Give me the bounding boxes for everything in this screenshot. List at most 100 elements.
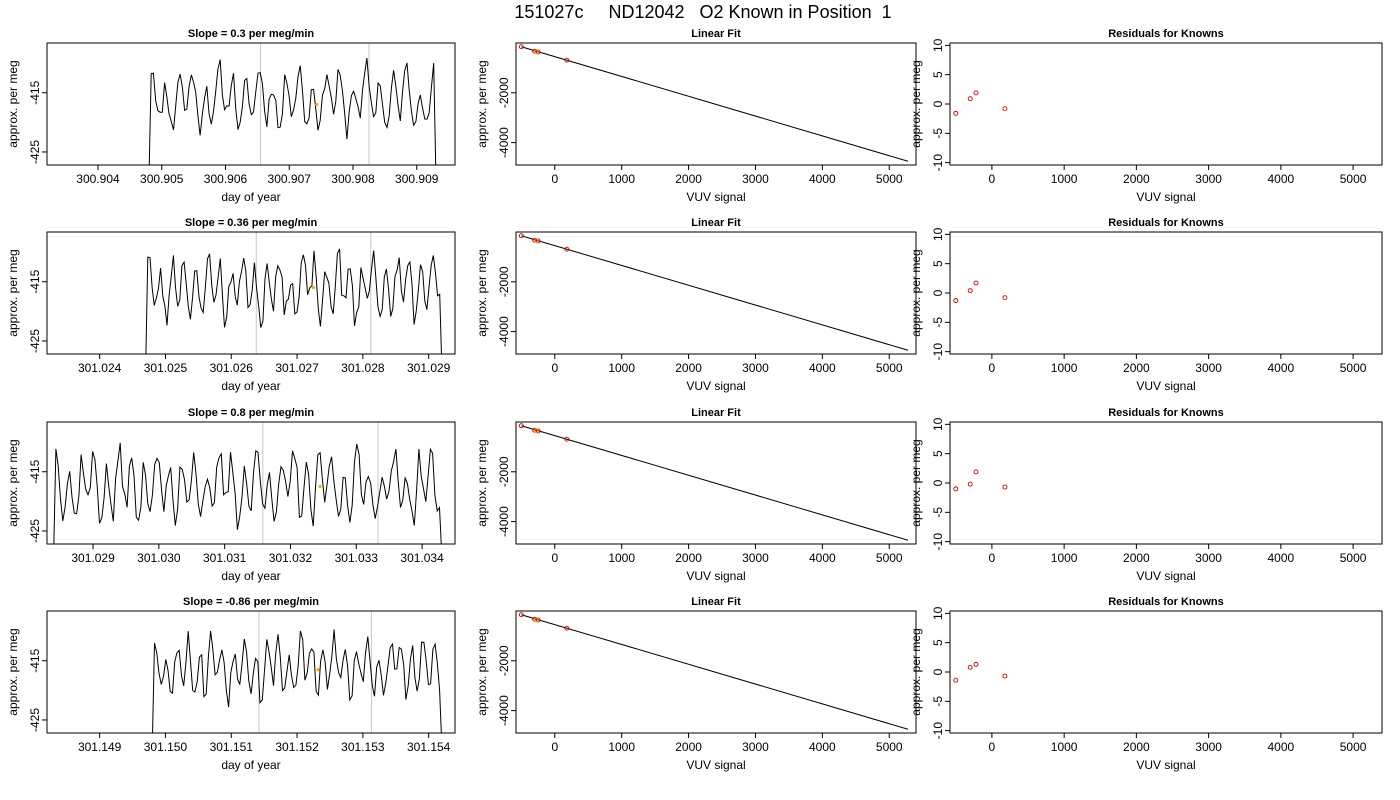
x-axis-label: VUV signal (1136, 569, 1195, 583)
x-tick-label: 4000 (1268, 172, 1295, 186)
x-axis-label: VUV signal (686, 758, 745, 772)
mean-marker (311, 286, 316, 290)
x-tick-label: 301.154 (407, 740, 451, 754)
x-axis-label: VUV signal (686, 569, 745, 583)
residual-point (973, 280, 979, 286)
x-tick-label: 5000 (1340, 172, 1367, 186)
x-tick-label: 3000 (1195, 361, 1222, 375)
x-tick-label: 4000 (809, 172, 836, 186)
panel-title: Linear Fit (691, 407, 741, 419)
panel-fit-2: Linear Fit 0 1000 2000 3000 4000 5000 VUV signa… (475, 217, 917, 393)
residual-point (1002, 484, 1008, 490)
plot-frame (949, 42, 1383, 166)
x-axis-label: day of year (221, 190, 280, 204)
x-tick-label: 3000 (1195, 740, 1222, 754)
x-tick-label: 2000 (675, 551, 702, 565)
panel-trace-3: Slope = 0.8 per meg/min 301.029 301.030 301… (6, 407, 456, 583)
x-tick-label: 3000 (1195, 172, 1222, 186)
y-tick-label: 5 (931, 639, 945, 646)
y-tick-label: 10 (931, 417, 945, 431)
x-tick-label: 301.151 (210, 740, 254, 754)
x-tick-label: 300.904 (76, 172, 120, 186)
x-axis-label: VUV signal (686, 190, 745, 204)
y-tick-label: -415 (28, 459, 42, 483)
y-tick-label: 5 (931, 260, 945, 267)
signal-trace (152, 629, 442, 733)
sample-point (533, 617, 539, 622)
x-tick-label: 0 (551, 740, 558, 754)
signal-trace (148, 58, 437, 165)
y-tick-label: -425 (28, 519, 42, 543)
plot-frame (46, 42, 456, 166)
plot-area (152, 611, 442, 733)
x-tick-label: 0 (989, 361, 996, 375)
y-tick-label: -415 (28, 80, 42, 104)
x-tick-label: 2000 (1123, 740, 1150, 754)
mean-marker (316, 668, 320, 672)
x-tick-label: 1000 (1051, 551, 1078, 565)
x-tick-label: 300.908 (331, 172, 375, 186)
y-tick-label: -425 (28, 329, 42, 353)
panel-fit-3: Linear Fit 0 1000 2000 3000 4000 5000 VUV signa… (475, 407, 917, 583)
panel-trace-1: Slope = 0.3 per meg/min 300.904 300.905 300… (6, 28, 456, 204)
panel-residual-2: Residuals for Knowns 0 1000 2000 3000 4000 500… (909, 217, 1383, 393)
fit-line (521, 46, 909, 162)
y-tick-label: 10 (931, 227, 945, 241)
x-tick-label: 301.030 (137, 551, 181, 565)
x-tick-label: 301.025 (144, 361, 188, 375)
y-axis-label: approx. per meg (475, 249, 489, 336)
signal-trace (145, 248, 442, 354)
x-tick-label: 5000 (876, 361, 903, 375)
x-tick-label: 5000 (876, 740, 903, 754)
x-tick-label: 4000 (1268, 740, 1295, 754)
panel-residual-1: Residuals for Knowns 0 1000 2000 3000 4000 500… (909, 28, 1383, 204)
y-tick-label: -10 (931, 154, 945, 172)
x-tick-label: 5000 (1340, 740, 1367, 754)
x-tick-label: 2000 (675, 740, 702, 754)
y-axis-label: approx. per meg (909, 60, 923, 147)
plot-frame (515, 610, 917, 734)
x-tick-label: 301.029 (71, 551, 115, 565)
x-tick-label: 2000 (1123, 172, 1150, 186)
y-axis-label: approx. per meg (475, 628, 489, 715)
panel-title: Slope = 0.3 per meg/min (188, 28, 315, 40)
known-point (535, 49, 541, 55)
x-tick-label: 301.026 (210, 361, 254, 375)
known-point (518, 612, 524, 618)
x-tick-label: 4000 (809, 740, 836, 754)
residual-point (953, 486, 959, 492)
x-tick-label: 301.034 (400, 551, 444, 565)
plot-frame (515, 42, 917, 166)
residual-point (967, 664, 973, 670)
fit-line (521, 235, 909, 351)
x-tick-label: 1000 (1051, 361, 1078, 375)
plot-area (145, 232, 442, 354)
y-tick-label: 10 (931, 38, 945, 52)
known-point (535, 428, 541, 434)
mean-marker (315, 102, 319, 107)
plot-frame (949, 231, 1383, 355)
plot-frame (949, 610, 1383, 734)
known-point (564, 436, 570, 442)
y-axis-label: approx. per meg (6, 60, 20, 147)
panel-title: Residuals for Knowns (1108, 596, 1224, 608)
residual-point (973, 469, 979, 475)
x-axis-label: day of year (221, 379, 280, 393)
y-axis-label: approx. per meg (909, 249, 923, 336)
known-point (518, 423, 524, 429)
x-axis-label: day of year (221, 758, 280, 772)
y-tick-label: -4000 (497, 127, 511, 158)
known-point (564, 625, 570, 631)
known-point (518, 44, 524, 50)
y-tick-label: -2000 (497, 456, 511, 487)
known-point (535, 238, 541, 244)
y-tick-label: 0 (931, 668, 945, 675)
residual-point (973, 661, 979, 667)
mean-marker (318, 484, 322, 489)
plot-area (518, 233, 909, 351)
plot-area (953, 661, 1008, 683)
fit-line (521, 614, 909, 730)
plot-frame (46, 610, 456, 734)
residual-point (973, 90, 979, 96)
y-tick-label: -2000 (497, 77, 511, 108)
